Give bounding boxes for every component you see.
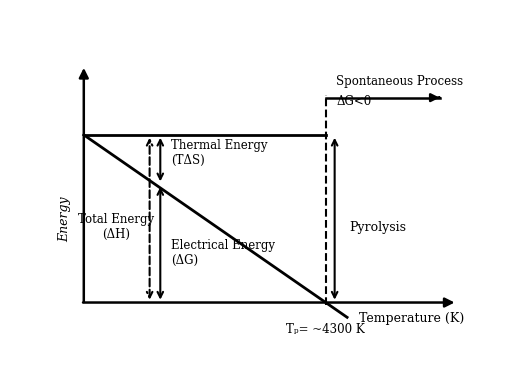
- Text: Electrical Energy
(ΔG): Electrical Energy (ΔG): [171, 239, 275, 267]
- Text: Tₚ= ~4300 K: Tₚ= ~4300 K: [286, 324, 365, 336]
- Text: Pyrolysis: Pyrolysis: [349, 221, 406, 234]
- Text: Spontaneous Process: Spontaneous Process: [336, 75, 464, 88]
- Text: Total Energy
(ΔH): Total Energy (ΔH): [78, 213, 154, 241]
- Text: ΔG<0: ΔG<0: [336, 95, 372, 108]
- Text: Temperature (K): Temperature (K): [359, 312, 464, 325]
- Text: Energy: Energy: [58, 196, 71, 241]
- Text: Thermal Energy
(TΔS): Thermal Energy (TΔS): [171, 139, 268, 166]
